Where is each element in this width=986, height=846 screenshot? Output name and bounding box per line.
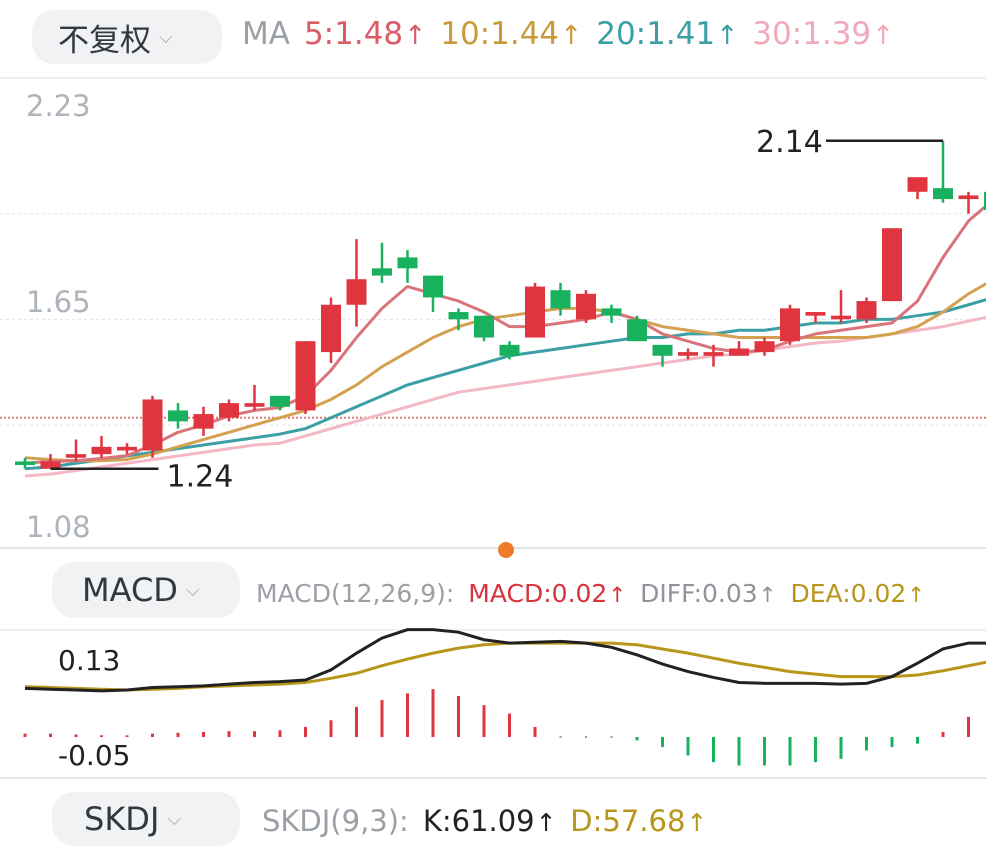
candle-up bbox=[780, 308, 800, 342]
candle-up bbox=[91, 446, 112, 455]
up-arrow-icon: ↑ bbox=[758, 583, 777, 608]
ma5-value: 5:1.48↑ bbox=[303, 16, 427, 52]
ma30-value: 30:1.39↑ bbox=[752, 16, 895, 52]
dea-value: DEA:0.02↑ bbox=[790, 579, 926, 608]
k-value: K:61.09↑ bbox=[422, 804, 557, 838]
moving-average-lines bbox=[24, 203, 986, 478]
macd-axis-bottom: -0.05 bbox=[58, 739, 130, 772]
candle-up bbox=[754, 341, 775, 353]
ma10-line bbox=[24, 282, 986, 463]
ma5-line bbox=[24, 203, 986, 465]
candle-up bbox=[244, 403, 265, 407]
candle-up bbox=[525, 286, 545, 338]
up-arrow-icon: ↑ bbox=[686, 808, 708, 837]
candle-down bbox=[933, 188, 953, 200]
skdj-dropdown-label: SKDJ bbox=[84, 800, 160, 838]
price-axis-bottom: 1.08 bbox=[26, 510, 91, 544]
ma10-value: 10:1.44↑ bbox=[440, 16, 583, 52]
up-arrow-icon: ↑ bbox=[404, 21, 427, 51]
adjust-dropdown[interactable]: 不复权 ⌵ bbox=[32, 10, 222, 64]
macd-legend: MACD(12,26,9): MACD:0.02↑ DIFF:0.03↑ DEA… bbox=[256, 579, 939, 608]
candle-up bbox=[219, 403, 239, 418]
skdj-legend: SKDJ(9,3): K:61.09↑ D:57.68↑ bbox=[262, 804, 721, 838]
candle-down bbox=[627, 319, 647, 342]
ma30-line bbox=[24, 315, 986, 478]
macd-panel bbox=[23, 628, 986, 766]
candle-down bbox=[499, 344, 520, 356]
candle-down bbox=[652, 344, 673, 356]
price-axis-top: 2.23 bbox=[26, 89, 91, 123]
candle-up bbox=[142, 399, 163, 451]
ma-legend: MA 5:1.48↑ 10:1.44↑ 20:1.41↑ 30:1.39↑ bbox=[242, 16, 908, 52]
up-arrow-icon: ↑ bbox=[560, 21, 583, 51]
candle-up bbox=[958, 195, 979, 200]
candle-down bbox=[397, 257, 418, 269]
candle-up bbox=[346, 279, 367, 305]
candle-up bbox=[40, 461, 61, 469]
candle-down bbox=[15, 461, 35, 466]
min-price-label: 1.24 bbox=[167, 460, 234, 495]
adjust-dropdown-label: 不复权 bbox=[58, 22, 151, 59]
macd-value: MACD:0.02↑ bbox=[468, 579, 627, 608]
candle-down bbox=[601, 308, 622, 316]
candle-up bbox=[805, 312, 826, 316]
macd-dropdown-label: MACD bbox=[82, 571, 178, 609]
candle-down bbox=[270, 395, 290, 407]
time-marker-dot bbox=[498, 542, 514, 558]
chevron-down-icon: ⌵ bbox=[185, 579, 200, 601]
macd-params: MACD(12,26,9): bbox=[256, 579, 455, 608]
up-arrow-icon: ↑ bbox=[608, 583, 627, 608]
candle-down bbox=[448, 312, 469, 320]
up-arrow-icon: ↑ bbox=[907, 583, 926, 608]
candle-up bbox=[729, 348, 749, 356]
chevron-down-icon: ⌵ bbox=[167, 808, 182, 830]
candle-up bbox=[295, 341, 316, 411]
candle-up bbox=[678, 352, 698, 356]
ma20-value: 20:1.41↑ bbox=[596, 16, 739, 52]
candle-down bbox=[372, 268, 392, 276]
candle-up bbox=[703, 352, 724, 356]
diff-line bbox=[24, 628, 986, 693]
macd-indicator-dropdown[interactable]: MACD ⌵ bbox=[52, 562, 240, 618]
candle-up bbox=[856, 301, 877, 320]
candle-down bbox=[168, 410, 188, 422]
macd-axis-top: 0.13 bbox=[58, 644, 120, 677]
candle-down bbox=[474, 315, 494, 338]
price-annotations: 2.14 1.24 bbox=[50, 125, 943, 495]
candle-down bbox=[423, 275, 443, 298]
candle-up bbox=[882, 228, 902, 302]
max-price-label: 2.14 bbox=[756, 125, 823, 160]
candle-up bbox=[576, 293, 596, 320]
candle-down bbox=[984, 191, 986, 211]
candle-up bbox=[117, 446, 137, 451]
price-axis-mid: 1.65 bbox=[26, 285, 91, 319]
skdj-indicator-dropdown[interactable]: SKDJ ⌵ bbox=[52, 792, 240, 846]
diff-value: DIFF:0.03↑ bbox=[640, 579, 777, 608]
skdj-params: SKDJ(9,3): bbox=[262, 804, 409, 838]
candle-up bbox=[321, 304, 341, 353]
candle-up bbox=[831, 315, 851, 320]
chevron-down-icon: ⌵ bbox=[159, 26, 173, 48]
candle-down bbox=[550, 290, 571, 309]
up-arrow-icon: ↑ bbox=[872, 21, 895, 51]
ma-label: MA bbox=[242, 16, 290, 52]
up-arrow-icon: ↑ bbox=[716, 21, 739, 51]
candle-up bbox=[907, 177, 928, 192]
candlesticks bbox=[15, 140, 986, 469]
candle-up bbox=[66, 454, 86, 458]
d-value: D:57.68↑ bbox=[570, 804, 708, 838]
axis-labels: 2.23 1.65 1.08 0.13 -0.05 bbox=[26, 89, 130, 772]
up-arrow-icon: ↑ bbox=[535, 808, 557, 837]
candle-up bbox=[193, 414, 214, 429]
